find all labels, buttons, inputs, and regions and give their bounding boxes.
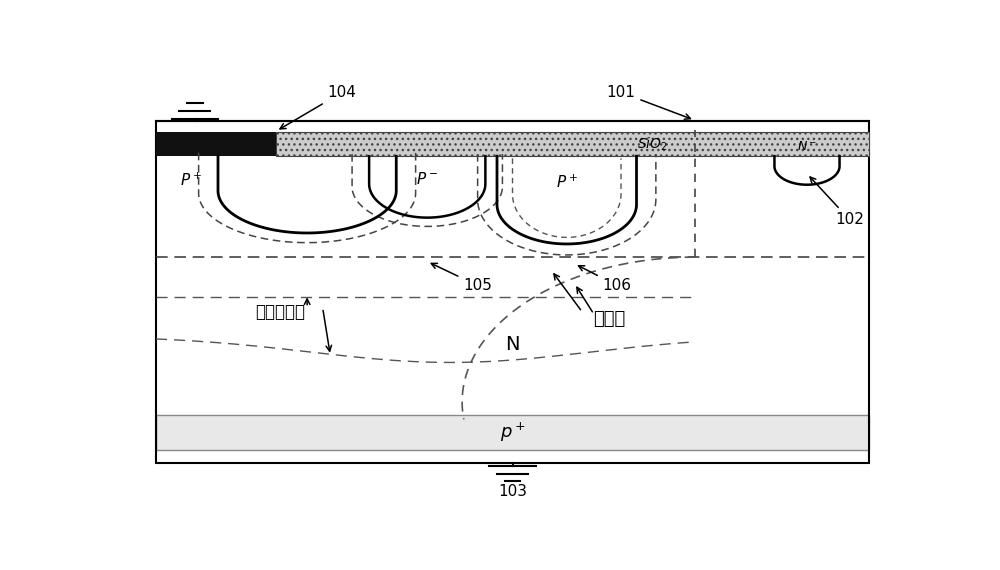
Text: $P^+$: $P^+$: [180, 172, 202, 189]
Text: 106: 106: [578, 266, 632, 293]
Bar: [276, 132, 869, 156]
Bar: [156, 132, 276, 156]
Bar: [156, 156, 869, 257]
Bar: [156, 415, 869, 450]
Text: $P^+$: $P^+$: [556, 174, 578, 191]
Text: 105: 105: [431, 263, 492, 293]
Text: $p^+$: $p^+$: [500, 421, 525, 445]
Text: 耗尽层宽度: 耗尽层宽度: [255, 303, 305, 321]
Text: $P^-$: $P^-$: [416, 171, 438, 187]
Text: 102: 102: [810, 177, 864, 227]
Bar: [156, 257, 869, 415]
Text: 穿通点: 穿通点: [593, 310, 626, 328]
Text: $N^-$: $N^-$: [797, 140, 817, 153]
Text: $SiO_2$: $SiO_2$: [637, 136, 667, 153]
Text: 101: 101: [607, 85, 690, 119]
Text: 103: 103: [498, 484, 527, 499]
Text: N: N: [505, 335, 520, 355]
Bar: [156, 121, 869, 463]
Text: 104: 104: [280, 85, 356, 129]
